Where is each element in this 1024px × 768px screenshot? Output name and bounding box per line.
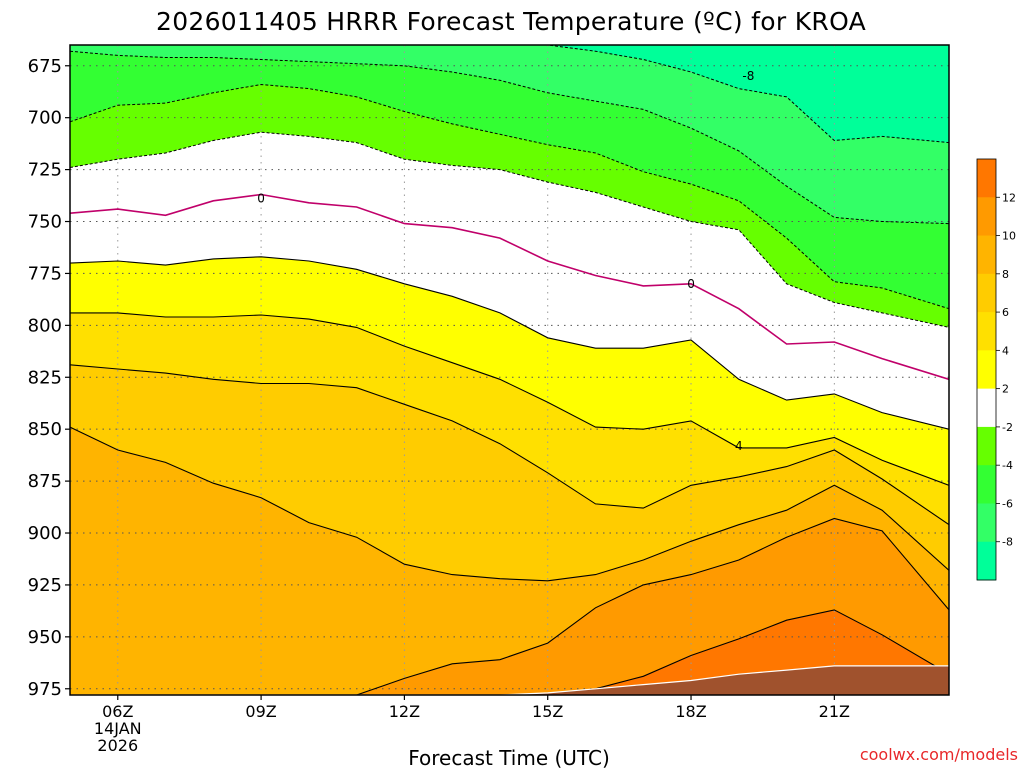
contour-label: -8 — [742, 69, 754, 83]
y-tick-label: 800 — [28, 315, 62, 336]
colorbar-swatch — [977, 426, 996, 466]
y-tick-label: 725 — [28, 160, 62, 181]
terrain-surface — [70, 665, 949, 695]
isotherm-line — [70, 609, 949, 695]
x-tick-label: 06Z — [102, 702, 133, 721]
x-tick-label: 21Z — [819, 702, 850, 721]
isotherm-line — [70, 256, 949, 430]
colorbar-swatch — [977, 388, 996, 428]
colorbar-swatch — [977, 235, 996, 275]
isotherm-line — [70, 131, 949, 328]
colorbar-tick-label: -8 — [1002, 536, 1013, 549]
y-tick-label: 950 — [28, 627, 62, 648]
contour-label: 4 — [735, 439, 743, 453]
x-tick-date: 14JAN — [94, 719, 142, 738]
isotherm-line — [70, 312, 949, 486]
y-tick-label: 750 — [28, 212, 62, 233]
y-tick-label: 975 — [28, 679, 62, 700]
temp-band — [70, 609, 949, 695]
isotherm-line — [70, 193, 949, 381]
isotherm-line — [70, 426, 949, 582]
contour-label: 0 — [257, 192, 265, 206]
isotherm-line — [70, 50, 949, 225]
colorbar-swatch — [977, 541, 996, 581]
colorbar-swatch — [977, 312, 996, 351]
y-axis: 675 700 725 750 775 800 825 850 875 900 925 950 975 — [28, 56, 70, 700]
plot-layers — [70, 45, 949, 695]
colorbar-frame — [976, 158, 997, 581]
x-tick-label: 12Z — [389, 702, 420, 721]
x-axis-label: Forecast Time (UTC) — [408, 746, 610, 768]
chart-title: 2026011405 HRRR Forecast Temperature (ºC… — [156, 7, 866, 36]
y-tick-label: 700 — [28, 108, 62, 129]
isotherm-line — [70, 83, 949, 310]
x-tick-year: 2026 — [97, 736, 138, 755]
colorbar-tick-label: -2 — [1002, 421, 1013, 434]
colorbar-tick-label: 4 — [1002, 344, 1009, 357]
colorbar-legend: 12 10 8 6 4 2 -2 -4 -6 -8 — [976, 158, 1016, 581]
colorbar-swatch — [977, 350, 996, 390]
colorbar-tick-label: 8 — [1002, 268, 1009, 281]
colorbar-tick-label: 6 — [1002, 306, 1009, 319]
colorbar-tick-label: -4 — [1002, 459, 1013, 472]
colorbar-tick-label: 12 — [1002, 191, 1016, 204]
source-credit: coolwx.com/models — [860, 745, 1018, 764]
y-tick-label: 775 — [28, 263, 62, 284]
plot-frame — [69, 44, 950, 696]
isotherm-line — [70, 364, 949, 526]
colorbar-swatch — [977, 159, 996, 198]
contour-label: 0 — [687, 277, 695, 291]
y-tick-label: 900 — [28, 523, 62, 544]
colorbar-tick-label: 2 — [1002, 383, 1009, 396]
y-tick-label: 675 — [28, 56, 62, 77]
colorbar-swatch — [977, 503, 996, 543]
isotherm-line — [70, 517, 949, 695]
colorbar-swatch — [977, 465, 996, 504]
plot-area: -8 0 0 4 — [69, 44, 950, 696]
y-tick-label: 875 — [28, 471, 62, 492]
x-tick-label: 18Z — [675, 702, 706, 721]
colorbar-swatch — [977, 273, 996, 313]
isotherm-line — [70, 45, 949, 144]
colorbar-tick-label: -6 — [1002, 497, 1013, 510]
x-tick-label: 09Z — [245, 702, 276, 721]
y-tick-label: 850 — [28, 419, 62, 440]
colorbar-swatch — [977, 197, 996, 237]
colorbar-tick-label: 10 — [1002, 230, 1016, 243]
y-tick-label: 825 — [28, 367, 62, 388]
y-tick-label: 925 — [28, 575, 62, 596]
x-tick-label: 15Z — [532, 702, 563, 721]
